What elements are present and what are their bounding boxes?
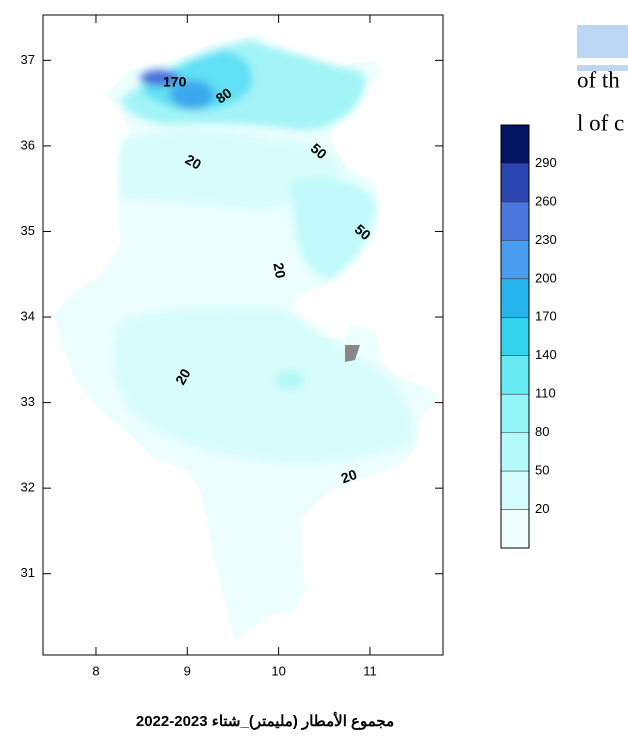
map-area <box>55 35 440 640</box>
colorbar-band <box>501 125 529 164</box>
x-tick-label: 9 <box>184 663 191 678</box>
colorbar-label: 290 <box>535 155 557 170</box>
y-tick-label: 36 <box>21 137 35 152</box>
y-tick-label: 33 <box>21 394 35 409</box>
zone <box>274 370 306 390</box>
rain-zones <box>113 40 413 463</box>
colorbar-band <box>501 355 529 395</box>
x-tick-label: 8 <box>92 663 99 678</box>
colorbar-band <box>501 471 529 510</box>
y-tick-label: 37 <box>21 52 35 67</box>
colorbar-label: 50 <box>535 463 549 478</box>
zone <box>120 130 340 210</box>
contour-label: 20 <box>339 466 359 486</box>
zone <box>113 306 413 463</box>
image-fragment <box>577 25 628 58</box>
contour-label: 170 <box>163 74 187 90</box>
colorbar-label: 170 <box>535 309 557 324</box>
zone <box>290 177 375 280</box>
colorbar-band <box>501 317 529 356</box>
colorbar-band <box>501 163 529 202</box>
side-text: of th <box>577 67 620 92</box>
colorbar-label: 80 <box>535 424 549 439</box>
colorbar-label: 230 <box>535 232 557 247</box>
zone <box>140 50 253 110</box>
colorbar-label: 140 <box>535 347 557 362</box>
caption: مجموع الأمطار (مليمتر)_شتاء 2023-2022 <box>136 711 394 730</box>
contour-label: 20 <box>172 366 194 388</box>
contour-label: 20 <box>183 151 205 173</box>
colorbar-band <box>501 278 529 318</box>
y-tick-label: 32 <box>21 480 35 495</box>
x-tick-label: 11 <box>363 663 377 678</box>
island <box>345 345 360 362</box>
colorbar-label: 260 <box>535 193 557 208</box>
colorbar-band <box>501 394 529 433</box>
colorbar-label: 200 <box>535 270 557 285</box>
colorbar-label: 110 <box>535 386 556 401</box>
zone <box>140 70 180 86</box>
colorbar-band <box>501 432 529 472</box>
colorbar-frame <box>500 124 530 549</box>
colorbar-band <box>501 201 529 241</box>
contour-label: 20 <box>270 261 288 279</box>
colorbar-band <box>501 509 529 548</box>
zone <box>170 80 214 110</box>
side-text: l of c <box>577 110 624 135</box>
y-tick-label: 31 <box>21 565 35 580</box>
image-fragment <box>577 65 628 71</box>
y-tick-label: 34 <box>21 308 35 323</box>
y-tick-label: 35 <box>21 223 35 238</box>
x-tick-label: 10 <box>271 663 285 678</box>
colorbar-band <box>501 240 529 279</box>
colorbar-label: 20 <box>535 501 549 516</box>
